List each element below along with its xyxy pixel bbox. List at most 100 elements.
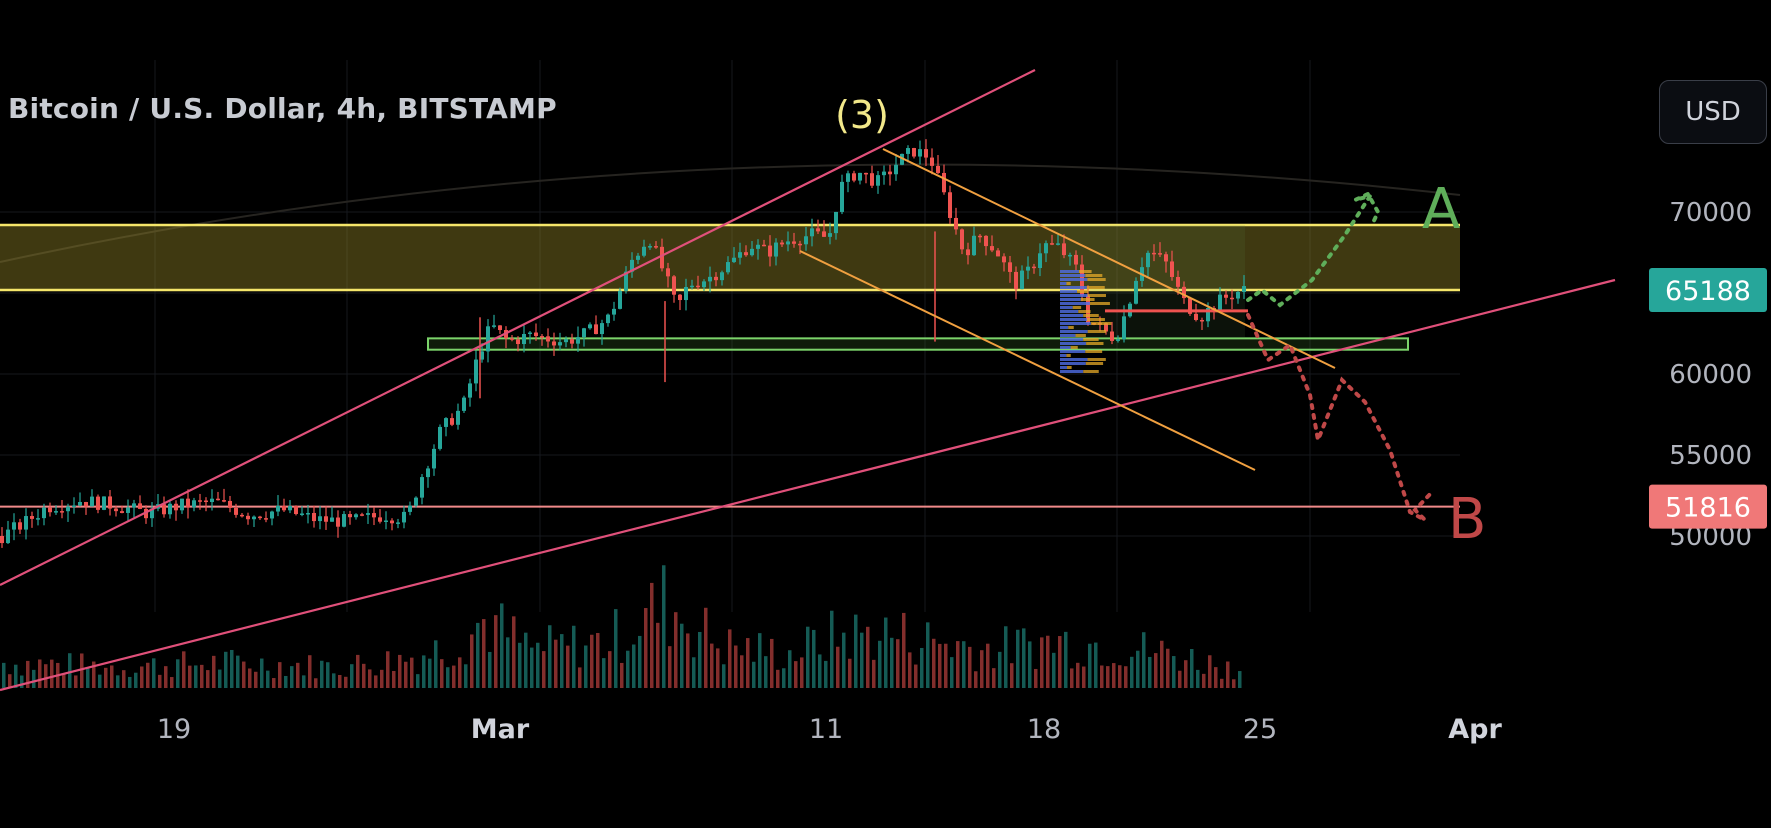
candle bbox=[1188, 298, 1192, 314]
volume-bar bbox=[452, 665, 456, 688]
y-tick-label: 55000 bbox=[1669, 441, 1752, 471]
volume-bar bbox=[644, 608, 648, 688]
volume-bar bbox=[20, 675, 24, 688]
candle bbox=[324, 516, 328, 522]
volume-bar bbox=[632, 644, 636, 688]
volume-bar bbox=[104, 667, 108, 688]
candle bbox=[654, 246, 658, 248]
volume-bar bbox=[254, 671, 258, 688]
volume-bar bbox=[716, 648, 720, 688]
volume-bar bbox=[950, 657, 954, 688]
volume-bar bbox=[272, 678, 276, 688]
volume-bar bbox=[146, 662, 150, 688]
volume-bar bbox=[290, 666, 294, 688]
volume-bar bbox=[974, 671, 978, 688]
volume-profile-bar bbox=[1077, 290, 1089, 293]
candle bbox=[1116, 339, 1120, 341]
volume-bar bbox=[956, 641, 960, 688]
volume-bar bbox=[152, 658, 156, 688]
x-tick-label: 25 bbox=[1243, 714, 1277, 745]
candlestick-series bbox=[0, 139, 1248, 548]
candle bbox=[414, 497, 418, 506]
volume-bar bbox=[1076, 662, 1080, 688]
volume-bar bbox=[1016, 629, 1020, 688]
candle bbox=[720, 272, 724, 281]
price-tags: 65188 51816 bbox=[1649, 267, 1767, 529]
volume-bar bbox=[686, 633, 690, 688]
candle bbox=[570, 339, 574, 344]
volume-bar bbox=[554, 639, 558, 688]
currency-button[interactable]: USD bbox=[1659, 80, 1767, 144]
volume-bar bbox=[782, 668, 786, 688]
candle bbox=[606, 314, 610, 324]
candle bbox=[96, 496, 100, 510]
volume-bar bbox=[704, 607, 708, 688]
channel-bottom-line bbox=[799, 250, 1256, 471]
candle bbox=[1218, 294, 1222, 311]
candle bbox=[690, 285, 694, 288]
candle bbox=[1056, 243, 1060, 245]
volume-bar bbox=[1010, 663, 1014, 688]
candle bbox=[756, 244, 760, 249]
volume-bar bbox=[842, 632, 846, 688]
candle bbox=[546, 336, 550, 342]
candle bbox=[126, 507, 130, 513]
volume-profile-bar bbox=[1080, 298, 1095, 301]
candle bbox=[1068, 254, 1072, 257]
candle bbox=[18, 522, 22, 530]
volume-bar bbox=[1142, 632, 1146, 688]
volume-bar bbox=[80, 653, 84, 688]
volume-bar bbox=[122, 670, 126, 688]
candle bbox=[510, 338, 514, 340]
candle bbox=[1050, 243, 1054, 245]
volume-bar bbox=[1196, 669, 1200, 688]
volume-bar bbox=[680, 623, 684, 688]
time-axis[interactable]: 19 Mar 11 18 25 Apr bbox=[157, 714, 1503, 745]
zones-layer bbox=[0, 223, 1460, 508]
volume-bar bbox=[938, 643, 942, 688]
volume-bar bbox=[1220, 678, 1224, 688]
volume-bar bbox=[218, 669, 222, 688]
volume-profile-bar bbox=[1060, 370, 1084, 373]
volume-bar bbox=[1064, 631, 1068, 688]
candle bbox=[1044, 243, 1048, 254]
volume-bar bbox=[788, 650, 792, 688]
volume-profile-bar bbox=[1060, 282, 1067, 285]
candle bbox=[1026, 266, 1030, 271]
candle bbox=[300, 513, 304, 515]
candle bbox=[552, 341, 556, 346]
volume-bar bbox=[476, 622, 480, 688]
volume-profile-bar bbox=[1060, 334, 1076, 337]
volume-profile-bar bbox=[1060, 366, 1067, 369]
volume-profile-bar bbox=[1090, 322, 1112, 325]
candle bbox=[834, 211, 838, 234]
volume-bar bbox=[542, 651, 546, 688]
volume-bar bbox=[800, 657, 804, 688]
volume-bar bbox=[728, 629, 732, 688]
volume-bar bbox=[308, 655, 312, 688]
volume-bar bbox=[818, 654, 822, 688]
volume-profile-bar bbox=[1070, 346, 1078, 349]
candle bbox=[258, 516, 262, 519]
volume-bar bbox=[32, 669, 36, 688]
candle bbox=[426, 468, 430, 478]
volume-bar bbox=[176, 659, 180, 688]
volume-bar bbox=[1058, 636, 1062, 688]
volume-bar bbox=[278, 662, 282, 688]
volume-bar bbox=[332, 673, 336, 688]
volume-bar bbox=[662, 565, 666, 688]
volume-bar bbox=[524, 632, 528, 688]
chart-grid bbox=[0, 60, 1461, 612]
volume-bar bbox=[1082, 666, 1086, 688]
volume-bar bbox=[992, 668, 996, 688]
volume-bar bbox=[620, 662, 624, 688]
volume-bar bbox=[1112, 663, 1116, 688]
candle bbox=[282, 505, 286, 511]
candle bbox=[270, 511, 274, 519]
volume-bar bbox=[14, 664, 18, 688]
volume-bar bbox=[932, 638, 936, 688]
volume-bar bbox=[962, 641, 966, 688]
volume-profile-bar bbox=[1060, 350, 1086, 353]
volume-bar bbox=[866, 626, 870, 688]
